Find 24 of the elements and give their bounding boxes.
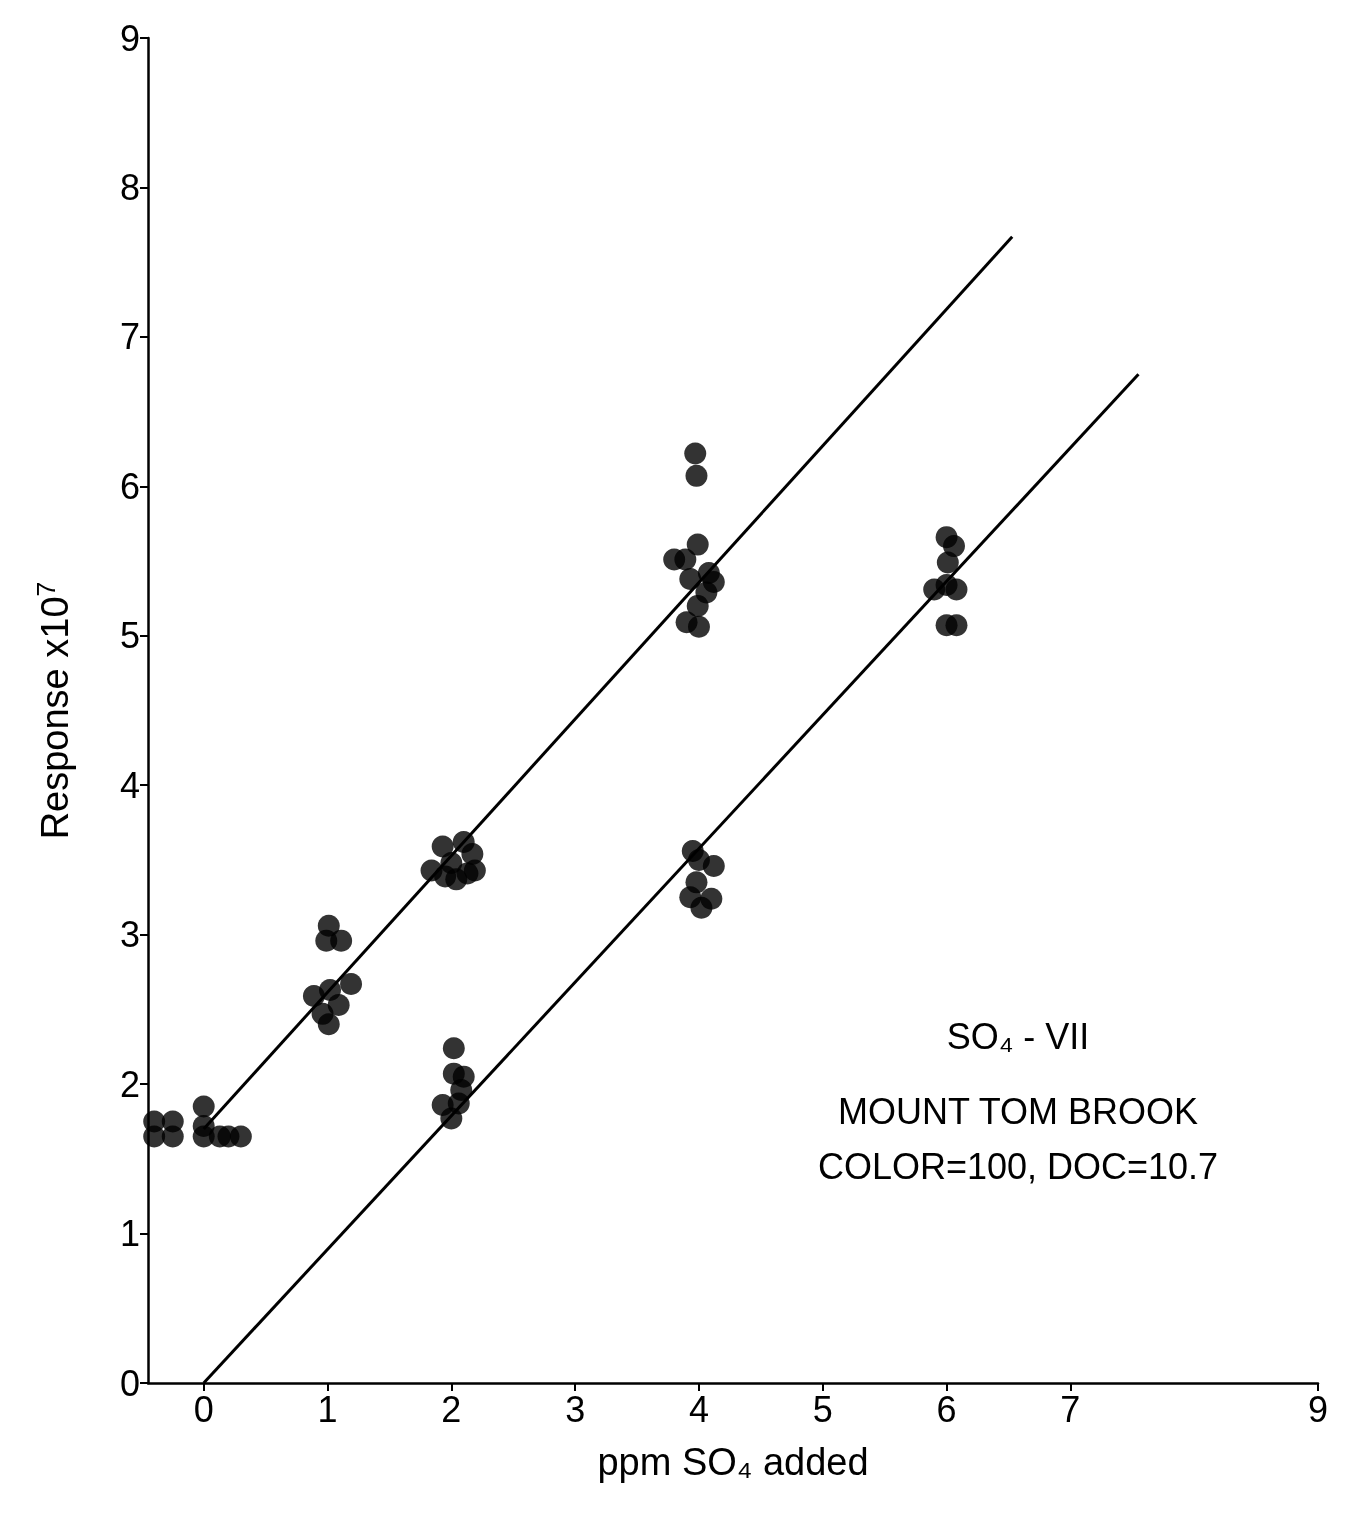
x-tick-label: 7 <box>1060 1388 1081 1430</box>
x-tick-label: 6 <box>936 1388 957 1430</box>
y-tick-label: 7 <box>119 316 140 358</box>
annotation: COLOR=100, DOC=10.7 <box>817 1145 1219 1187</box>
y-tick-label: 5 <box>119 615 140 657</box>
y-tick-label: 8 <box>119 166 140 208</box>
x-tick-label: 3 <box>565 1388 586 1430</box>
x-axis-title: ppm SO₄ added <box>597 1441 869 1483</box>
y-tick-label: 2 <box>119 1063 140 1105</box>
y-tick-label: 9 <box>119 17 140 59</box>
annotation: SO₄ - VII <box>946 1015 1090 1057</box>
x-tick-label: 4 <box>688 1388 709 1430</box>
x-tick-label: 1 <box>317 1388 338 1430</box>
x-tick-label: 0 <box>193 1388 214 1430</box>
annotation: MOUNT TOM BROOK <box>837 1090 1199 1132</box>
x-tick-label: 9 <box>1307 1388 1329 1430</box>
x-tick-label: 2 <box>441 1388 462 1430</box>
x-tick-label: 5 <box>812 1388 833 1430</box>
y-tick-label: 4 <box>119 764 140 806</box>
y-tick-label: 0 <box>119 1362 140 1404</box>
y-tick-label: 6 <box>119 465 140 507</box>
y-tick-label: 1 <box>119 1213 140 1255</box>
y-axis-title: Response x107 <box>30 581 76 840</box>
y-tick-label: 3 <box>119 914 140 956</box>
